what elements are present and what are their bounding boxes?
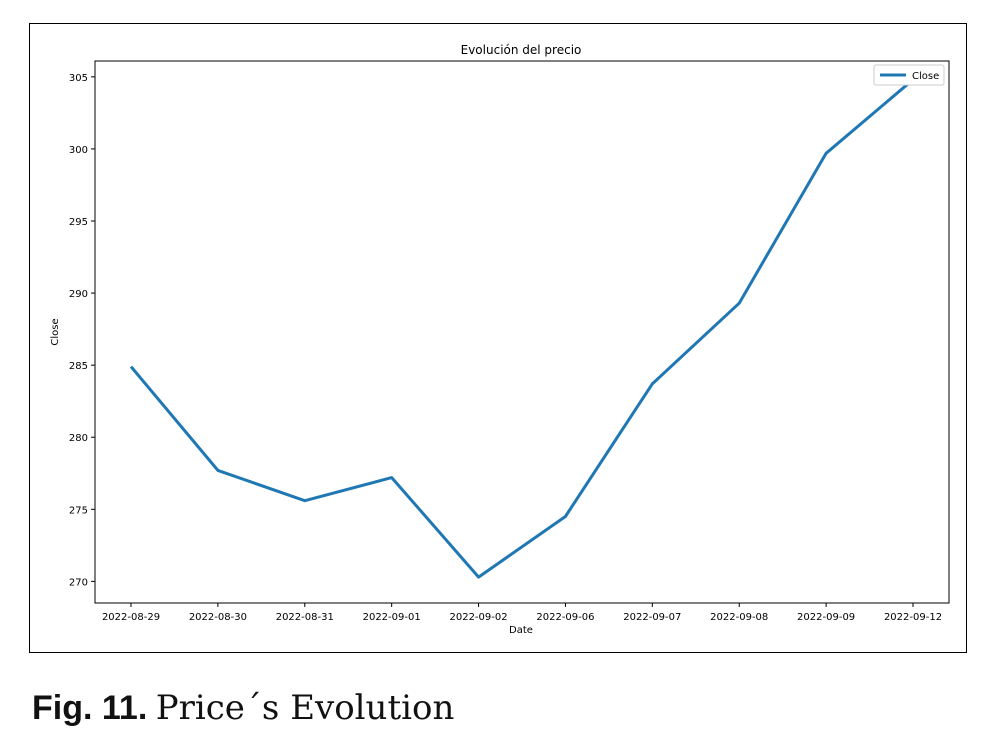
y-tick-label: 305 xyxy=(69,73,88,84)
x-tick-label: 2022-09-09 xyxy=(797,612,855,623)
x-axis: 2022-08-29 2022-08-30 2022-08-31 2022-09-01… xyxy=(102,603,942,623)
x-tick-label: 2022-08-29 xyxy=(102,612,160,623)
x-tick-label: 2022-08-31 xyxy=(276,612,334,623)
x-tick-label: 2022-09-07 xyxy=(623,612,681,623)
caption-lead: Fig. 11. xyxy=(32,689,148,727)
line-chart: Evolución del precio 270 275 280 285 290 295 3… xyxy=(50,43,950,636)
y-axis: 270 275 280 285 290 295 300 305 xyxy=(69,73,95,588)
y-tick-label: 285 xyxy=(69,361,88,372)
x-tick-label: 2022-09-12 xyxy=(884,612,942,623)
y-tick-label: 275 xyxy=(69,505,88,516)
legend-box xyxy=(873,64,945,86)
y-tick-label: 280 xyxy=(69,433,88,444)
series-layer xyxy=(129,78,914,579)
y-tick-label: 290 xyxy=(69,289,88,300)
x-tick-label: 2022-09-01 xyxy=(363,612,421,623)
caption-text: Price´s Evolution xyxy=(155,688,455,728)
legend-label-close: Close xyxy=(912,71,939,82)
y-tick-label: 270 xyxy=(69,577,88,588)
y-tick-label: 295 xyxy=(69,217,88,228)
y-axis-label: Close xyxy=(50,318,61,345)
figure-caption: Fig. 11. Price´s Evolution xyxy=(32,688,454,728)
x-tick-label: 2022-09-08 xyxy=(710,612,768,623)
y-tick-label: 300 xyxy=(69,145,88,156)
x-tick-label: 2022-08-30 xyxy=(189,612,247,623)
plot-area xyxy=(94,60,950,604)
legend: Close xyxy=(873,64,945,86)
figure-frame: Evolución del precio 270 275 280 285 290 295 3… xyxy=(29,23,967,653)
chart-title: Evolución del precio xyxy=(461,43,582,57)
x-tick-label: 2022-09-06 xyxy=(536,612,594,623)
x-axis-label: Date xyxy=(509,625,533,636)
series-line-close xyxy=(129,78,914,579)
x-tick-label: 2022-09-02 xyxy=(449,612,507,623)
